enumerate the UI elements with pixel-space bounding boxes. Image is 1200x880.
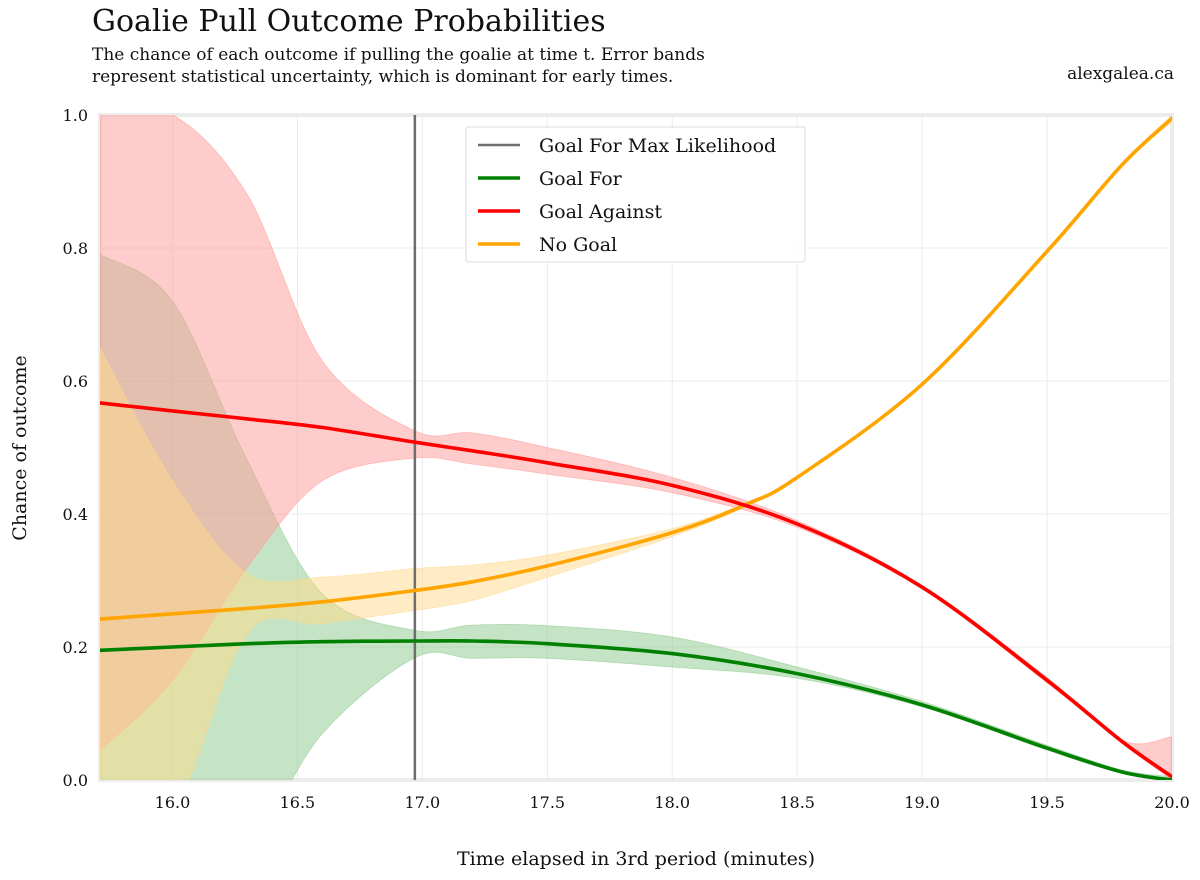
error-band-goal-against <box>100 115 1172 780</box>
y-axis-title: Chance of outcome <box>9 355 31 540</box>
x-tick-label: 20.0 <box>1154 793 1190 812</box>
series-lines <box>100 115 1172 780</box>
x-tick-label: 19.0 <box>904 793 940 812</box>
legend-label-goal-for-max-likelihood: Goal For Max Likelihood <box>539 135 776 157</box>
y-tick-label: 0.2 <box>63 638 88 657</box>
y-tick-label: 0.4 <box>63 505 88 524</box>
x-tick-label: 18.0 <box>654 793 690 812</box>
chart-subtitle: The chance of each outcome if pulling th… <box>92 44 812 88</box>
y-tick-label: 0.8 <box>63 239 88 258</box>
legend: Goal For Max Likelihood Goal For Goal Agai… <box>465 126 806 263</box>
x-axis-title: Time elapsed in 3rd period (minutes) <box>457 848 815 870</box>
x-tick-label: 16.5 <box>280 793 316 812</box>
legend-label-no-goal: No Goal <box>539 234 617 256</box>
x-axis-ticks: 16.0 16.5 17.0 17.5 18.0 18.5 19.0 19.5 20.0 <box>155 793 1190 812</box>
subtitle-line-2: represent statistical uncertainty, which… <box>92 67 674 87</box>
series-line-goal-for <box>100 638 1172 780</box>
y-tick-label: 0.6 <box>63 372 88 391</box>
chart-title: Goalie Pull Outcome Probabilities <box>92 4 606 39</box>
chart-credit: alexgalea.ca <box>1067 64 1174 84</box>
x-tick-label: 17.5 <box>529 793 565 812</box>
y-tick-label: 0.0 <box>63 771 88 790</box>
series-line-no-goal <box>100 116 1172 621</box>
legend-label-goal-against: Goal Against <box>539 201 662 223</box>
legend-box <box>465 126 806 263</box>
x-tick-label: 17.0 <box>405 793 441 812</box>
legend-label-goal-for: Goal For <box>539 168 623 190</box>
y-axis-ticks: 0.0 0.2 0.4 0.6 0.8 1.0 <box>63 106 88 790</box>
x-tick-label: 19.5 <box>1029 793 1065 812</box>
y-tick-label: 1.0 <box>63 106 88 125</box>
x-tick-label: 18.5 <box>779 793 815 812</box>
x-tick-label: 16.0 <box>155 793 191 812</box>
subtitle-line-1: The chance of each outcome if pulling th… <box>92 45 705 65</box>
series-line-goal-against <box>100 401 1172 779</box>
